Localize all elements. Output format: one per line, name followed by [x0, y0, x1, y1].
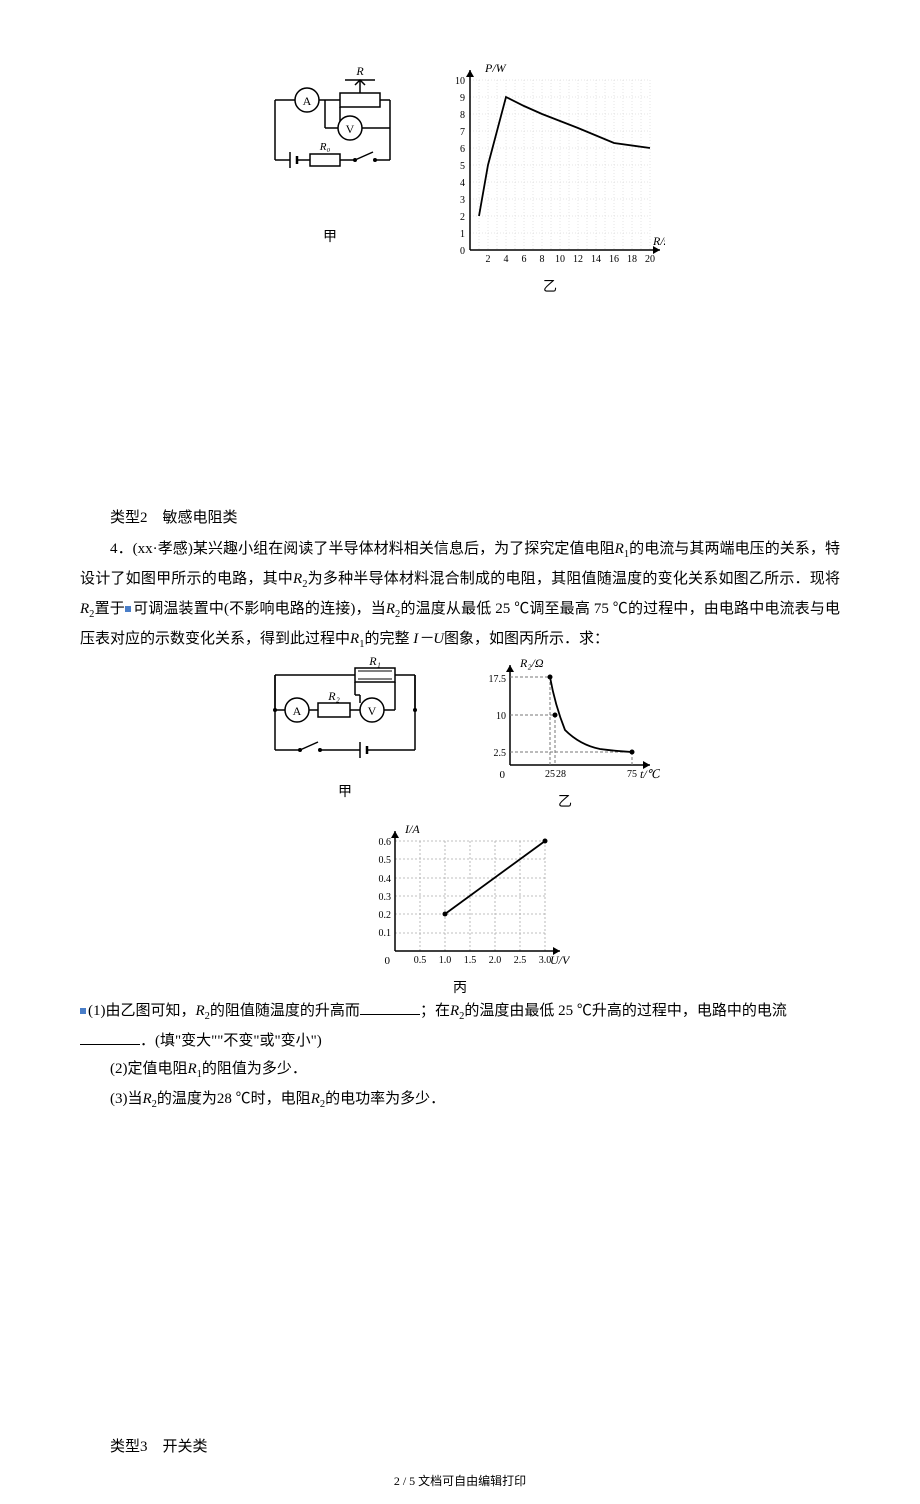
svg-text:0: 0: [500, 769, 506, 781]
top-circuit-caption: 甲: [255, 226, 405, 246]
svg-text:0: 0: [385, 955, 391, 967]
svg-text:R/Ω: R/Ω: [652, 234, 665, 248]
problem-label: 4．: [110, 541, 133, 557]
page-footer: 2 / 5 文档可自由编辑打印: [0, 1472, 920, 1489]
svg-text:8: 8: [460, 110, 465, 121]
circuit-svg-mid: R₁ A R₂ V: [260, 655, 430, 775]
question-1: (1)由乙图可知，R2的阻值随温度的升高而；在R2的温度由最低 25 ℃升高的过…: [80, 997, 840, 1055]
svg-text:1: 1: [460, 229, 465, 240]
pr-graph-figure: 123 456 789 100 246 81012 141618 20 P/W …: [435, 60, 665, 296]
svg-text:R₁: R₁: [368, 655, 381, 668]
iu-graph-figure: I/A U/V 0 0.10.20.3 0.40.50.6 0.51.01.5 …: [350, 821, 570, 997]
svg-text:18: 18: [627, 254, 637, 265]
rt-caption: 乙: [470, 791, 660, 811]
svg-text:10: 10: [555, 254, 565, 265]
svg-text:9: 9: [460, 93, 465, 104]
svg-text:14: 14: [591, 254, 601, 265]
section2-heading: 类型2 敏感电阻类: [80, 506, 840, 527]
svg-text:R₂/Ω: R₂/Ω: [519, 656, 544, 670]
rt-graph-figure: R₂/Ω t/℃ 0 2.5 10 17.5 25 28 75: [470, 655, 660, 811]
mid-circuit-caption: 甲: [260, 781, 430, 801]
problem4-text: 4．(xx·孝感)某兴趣小组在阅读了半导体材料相关信息后，为了探究定值电阻R1的…: [80, 535, 840, 655]
svg-text:2.5: 2.5: [514, 955, 527, 966]
section3-heading: 类型3 开关类: [80, 1435, 840, 1456]
svg-text:0.6: 0.6: [379, 837, 392, 848]
svg-text:0.1: 0.1: [379, 928, 392, 939]
iu-graph-svg: I/A U/V 0 0.10.20.3 0.40.50.6 0.51.01.5 …: [350, 821, 570, 971]
svg-text:0.5: 0.5: [414, 955, 427, 966]
svg-text:1.5: 1.5: [464, 955, 477, 966]
question-2: (2)定值电阻R1的阻值为多少．: [80, 1055, 840, 1085]
svg-text:0.2: 0.2: [379, 910, 392, 921]
svg-text:8: 8: [540, 254, 545, 265]
top-graph-caption: 乙: [435, 276, 665, 296]
svg-text:4: 4: [504, 254, 509, 265]
circuit-svg-top: A R V: [255, 60, 405, 220]
svg-text:1.0: 1.0: [439, 955, 452, 966]
iu-caption: 丙: [350, 977, 570, 997]
svg-text:0.4: 0.4: [379, 874, 392, 885]
svg-text:2.5: 2.5: [494, 748, 507, 759]
svg-text:25: 25: [545, 769, 555, 780]
svg-text:6: 6: [522, 254, 527, 265]
svg-text:2: 2: [486, 254, 491, 265]
svg-text:I/A: I/A: [404, 822, 420, 836]
svg-text:R₂: R₂: [327, 689, 340, 703]
svg-text:5: 5: [460, 161, 465, 172]
blank-2: [80, 1030, 140, 1045]
rt-graph-svg: R₂/Ω t/℃ 0 2.5 10 17.5 25 28 75: [470, 655, 660, 785]
svg-text:12: 12: [573, 254, 583, 265]
problem-source: (xx·孝感): [133, 541, 193, 557]
svg-text:R: R: [355, 64, 364, 78]
svg-text:V: V: [368, 704, 377, 718]
svg-text:A: A: [303, 94, 312, 108]
svg-text:28: 28: [556, 769, 566, 780]
svg-text:R₀: R₀: [319, 141, 331, 153]
top-figure-row: A R V: [80, 60, 840, 296]
svg-text:A: A: [293, 704, 302, 718]
svg-text:3.0: 3.0: [539, 955, 552, 966]
svg-text:10: 10: [455, 76, 465, 87]
marker-dot: [125, 606, 131, 612]
circuit-figure-mid: R₁ A R₂ V: [260, 655, 430, 811]
svg-text:10: 10: [496, 711, 506, 722]
svg-text:17.5: 17.5: [489, 674, 507, 685]
svg-text:7: 7: [460, 127, 465, 138]
svg-text:0: 0: [460, 246, 465, 257]
blank-1: [360, 1000, 420, 1015]
svg-text:t/℃: t/℃: [640, 767, 660, 781]
svg-text:0.3: 0.3: [379, 892, 392, 903]
svg-text:4: 4: [460, 178, 465, 189]
svg-text:0.5: 0.5: [379, 855, 392, 866]
circuit-figure-top: A R V: [255, 60, 405, 296]
question-3: (3)当R2的温度为28 ℃时，电阻R2的电功率为多少．: [80, 1085, 840, 1115]
svg-text:2: 2: [460, 212, 465, 223]
svg-text:P/W: P/W: [484, 61, 507, 75]
svg-text:16: 16: [609, 254, 619, 265]
svg-text:75: 75: [627, 769, 637, 780]
svg-text:3: 3: [460, 195, 465, 206]
marker-dot: [80, 1008, 86, 1014]
svg-text:6: 6: [460, 144, 465, 155]
svg-text:2.0: 2.0: [489, 955, 502, 966]
svg-text:20: 20: [645, 254, 655, 265]
pr-graph-svg: 123 456 789 100 246 81012 141618 20 P/W …: [435, 60, 665, 270]
svg-text:U/V: U/V: [550, 953, 570, 967]
svg-text:V: V: [346, 122, 355, 136]
section2-figures-row1: R₁ A R₂ V: [80, 655, 840, 811]
